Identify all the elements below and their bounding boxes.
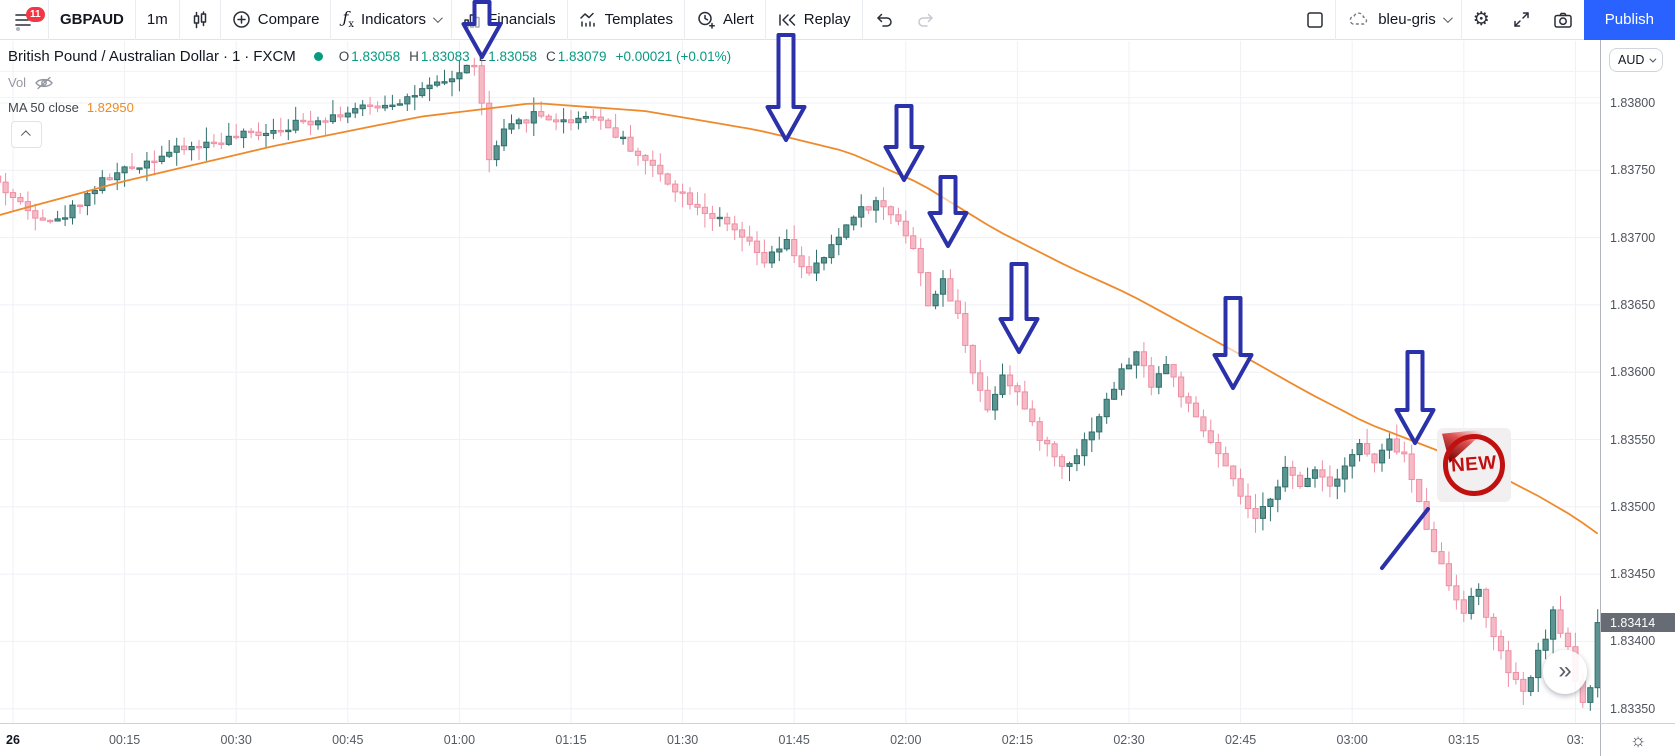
fullscreen-button[interactable] [1501,5,1542,35]
legend-exchange: FXCM [253,48,296,65]
time-tick-label: 03:00 [1336,733,1368,747]
single-layout-icon [1307,11,1323,28]
undo-button[interactable] [863,5,905,35]
time-tick-label: 00:45 [332,733,364,747]
time-tick-label: 01:15 [555,733,587,747]
candlestick-style-icon [193,10,206,28]
axis-settings-button[interactable] [1600,723,1675,756]
fx-icon: ƒx [342,8,354,31]
financials-button[interactable]: Financials [452,5,567,35]
toolbar-separator [48,0,49,40]
candles-series[interactable] [0,51,1600,711]
publish-button[interactable]: Publish [1583,0,1675,40]
price-tick-label: 1.83800 [1610,96,1656,110]
gridlines [0,41,1600,723]
time-tick-label: 03: [1566,733,1585,747]
pane-collapse-button[interactable] [11,121,42,148]
legend-interval[interactable]: 1 [231,48,241,65]
notification-badge: 11 [26,6,45,22]
ma50-legend[interactable]: MA 50 close 1.82950 [8,100,134,115]
toolbar-separator [566,0,568,40]
compare-button[interactable]: Compare [221,5,331,35]
time-tick-label: 01:45 [778,733,810,747]
price-change: +0.00021 (+0.01%) [615,49,732,64]
snapshot-button[interactable] [1542,5,1584,35]
symbol-title[interactable]: British Pound / Australian Dollar [8,48,219,65]
price-axis[interactable]: AUD 1.83800 1.83750 1.83700 1.83650 1.83600 1… [1600,40,1675,723]
menu-dot [16,26,20,31]
ohlc-values: O 1.83058 H 1.83083 L 1.83058 C 1.83079 +0.0… [338,49,732,64]
indicators-button[interactable]: ƒx Indicators [331,5,451,35]
cloud-save-icon [1349,11,1368,25]
alert-clock-icon [698,11,715,29]
price-tick-label: 1.83550 [1610,432,1656,447]
chart-style-button[interactable] [180,5,220,35]
last-price-badge: 1.83414 [1601,613,1675,633]
price-tick-label: 1.83450 [1610,567,1656,582]
chevron-up-icon [20,130,31,141]
settings-button[interactable] [1462,5,1501,35]
price-tick-label: 1.83600 [1610,365,1656,380]
price-tick-label: 1.83350 [1610,701,1656,716]
symbol-legend[interactable]: British Pound / Australian Dollar · 1 · … [8,48,732,65]
time-tick-label: 02:15 [1001,733,1034,747]
interval-button[interactable]: 1m [146,11,168,28]
time-tick-label: 01:00 [443,733,476,747]
undo-arrow-icon [876,13,892,27]
price-tick-label: 1.83750 [1610,163,1656,178]
eye-hidden-icon[interactable] [34,76,54,90]
redo-button[interactable] [905,5,947,35]
chevron-down-icon [1442,13,1453,24]
price-tick-label: 1.83400 [1610,634,1656,649]
toolbar-separator [1335,0,1337,40]
compare-plus-icon [232,11,250,28]
templates-icon [579,12,595,27]
ma50-value: 1.82950 [86,100,134,115]
new-sticker-logo: NEW [1437,428,1511,502]
price-tick-label: 1.83500 [1610,499,1656,514]
symbol-button[interactable]: GBPAUD [60,11,124,28]
toolbar-separator [134,0,136,40]
toolbar-separator [330,0,332,40]
time-tick-label: 26 [6,733,20,747]
time-tick-label: 00:30 [220,733,252,747]
fullscreen-icon [1514,12,1529,27]
go-to-realtime-button[interactable] [1543,650,1587,694]
ma50-line[interactable] [0,102,1599,535]
time-tick-label: 00:15 [108,733,141,747]
alert-button[interactable]: Alert [685,5,765,35]
replay-rewind-icon [779,13,796,26]
redo-arrow-icon [917,13,933,27]
currency-selector[interactable]: AUD [1609,48,1664,72]
time-tick-label: 02:45 [1224,733,1257,747]
templates-button[interactable]: Templates [568,5,684,35]
time-tick-label: 03:15 [1448,733,1480,747]
toolbar-separator [219,0,221,40]
toolbar-separator [451,0,453,40]
replay-button[interactable]: Replay [766,5,862,35]
time-tick-label: 02:00 [890,733,922,747]
volume-legend: Vol [8,75,54,90]
time-axis[interactable]: 26 00:15 00:30 00:45 01:00 01:15 01:30 01:45 02:… [0,723,1600,756]
price-tick-label: 1.83650 [1610,297,1656,312]
main-menu-button[interactable]: 11 [0,5,48,35]
layout-select-button[interactable] [1295,5,1335,35]
time-tick-label: 02:30 [1113,733,1145,747]
bar-chart-icon [464,13,480,28]
time-tick-label: 01:30 [666,733,699,747]
camera-icon [1554,12,1572,28]
sticker-label: NEW [1450,452,1498,477]
cloud-layout-button[interactable]: bleu-gris [1336,5,1461,35]
toolbar-separator [683,0,685,40]
toolbar-separator [861,0,863,40]
toolbar-separator [178,0,180,40]
price-tick-label: 1.83700 [1610,230,1656,245]
chevron-down-icon [433,13,443,24]
chevron-down-icon [1649,55,1657,63]
toolbar-separator [764,0,766,40]
top-toolbar: 11 GBPAUD 1m Compare ƒx Indicators [0,0,1675,40]
market-status-dot[interactable] [313,52,323,61]
